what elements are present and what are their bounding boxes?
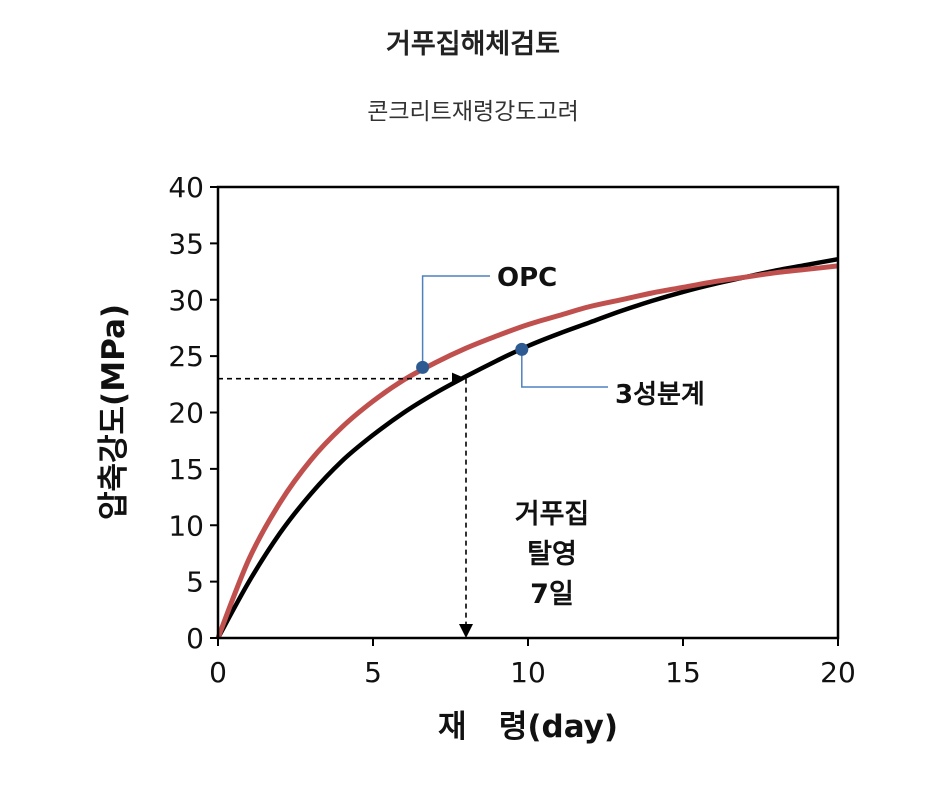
y-tick-label: 0 — [186, 622, 204, 655]
callout-label-3component: 3성분계 — [615, 380, 705, 410]
annotation-line: 탈영 — [527, 539, 577, 570]
x-tick-label: 20 — [820, 656, 856, 689]
callout-leader-opc — [421, 275, 490, 368]
reference-arrow-down — [459, 624, 473, 638]
x-tick-label: 15 — [665, 656, 701, 689]
y-tick-label: 15 — [168, 453, 204, 486]
reference-arrow-right — [452, 372, 466, 385]
y-tick-label: 5 — [186, 566, 204, 599]
annotation-line: 7일 — [530, 579, 574, 610]
callout-label-opc: OPC — [497, 263, 557, 293]
x-axis-title: 재 령(day) — [438, 709, 618, 745]
callout-leader-3component — [521, 349, 608, 388]
y-tick-label: 10 — [168, 509, 204, 542]
y-tick-label: 35 — [168, 227, 204, 260]
x-tick-label: 10 — [510, 656, 546, 689]
y-tick-label: 20 — [168, 397, 204, 430]
series-line — [215, 263, 839, 639]
series-line — [216, 256, 839, 640]
page-title: 거푸집해체검토 — [386, 29, 560, 60]
page-subtitle: 콘크리트재령강도고려 — [367, 99, 579, 125]
marker-opc — [416, 360, 430, 374]
y-tick-label: 40 — [168, 171, 204, 204]
plot-frame — [216, 185, 840, 640]
y-tick-label: 25 — [168, 340, 204, 373]
x-tick-label: 5 — [364, 656, 382, 689]
y-tick-label: 30 — [168, 284, 204, 317]
x-tick-label: 0 — [209, 656, 227, 689]
annotation-line: 거푸집 — [515, 499, 590, 530]
marker-3component — [515, 342, 529, 356]
y-axis-title: 압축강도(MPa) — [96, 304, 132, 520]
